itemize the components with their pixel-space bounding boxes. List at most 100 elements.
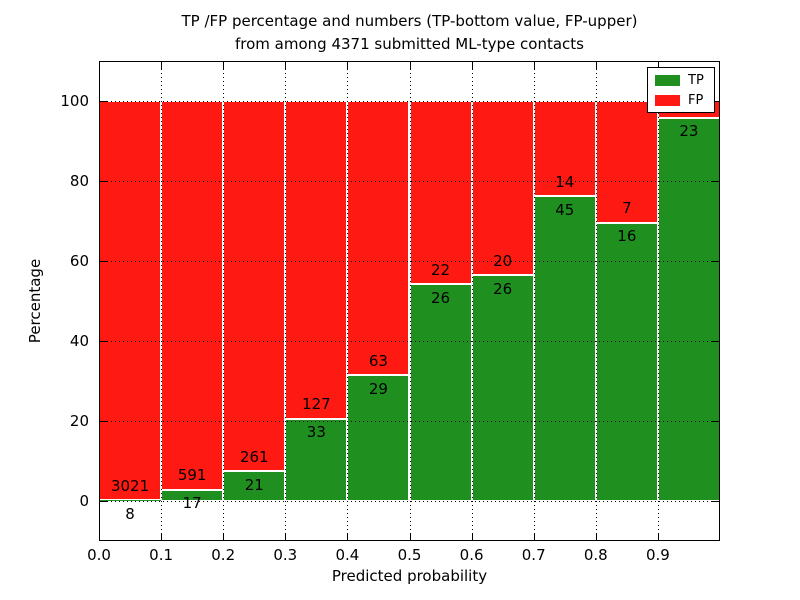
tp-count-label: 29 <box>368 379 388 398</box>
fp-bar-segment <box>99 101 162 500</box>
x-tickmark-bottom <box>347 533 349 540</box>
fp-bar-segment <box>161 101 224 490</box>
x-tickmark-top <box>99 62 100 69</box>
y-tickmark-left <box>100 261 107 262</box>
fp-bar-segment <box>409 101 472 285</box>
x-tickmark-bottom <box>99 533 100 540</box>
x-gridline <box>657 61 659 541</box>
y-gridline <box>99 501 720 502</box>
x-tick-label: 0.5 <box>397 546 422 564</box>
tp-count-label: 16 <box>617 227 637 246</box>
legend-item-tp: TP <box>655 73 714 88</box>
y-tickmark-left <box>100 181 107 182</box>
tp-legend-swatch <box>655 74 680 86</box>
legend: TP FP <box>647 67 715 113</box>
tp-bar-segment <box>657 117 720 501</box>
y-tick-label: 60 <box>69 252 89 270</box>
tp-bar-segment <box>285 418 348 501</box>
fp-bar-segment <box>533 101 596 196</box>
x-gridline <box>409 61 411 541</box>
tp-count-label: 8 <box>125 504 135 523</box>
legend-item-fp: FP <box>655 93 714 108</box>
x-tickmark-top <box>533 62 535 69</box>
fp-count-label: 14 <box>555 172 575 191</box>
x-tickmark-top <box>161 62 163 69</box>
y-tick-label: 20 <box>69 412 89 430</box>
y-gridline <box>99 181 720 182</box>
y-tick-label: 80 <box>69 172 89 190</box>
fp-legend-label: FP <box>688 92 704 108</box>
y-tick-label: 0 <box>79 492 89 510</box>
x-tickmark-top <box>471 62 473 69</box>
x-gridline <box>223 61 225 541</box>
fp-count-label: 3021 <box>110 476 150 495</box>
tp-count-label: 45 <box>555 200 575 219</box>
x-gridline <box>285 61 287 541</box>
x-tick-label: 0.4 <box>335 546 360 564</box>
x-tick-label: 0.2 <box>211 546 236 564</box>
fp-count-label: 20 <box>493 251 513 270</box>
y-tickmark-right <box>712 421 719 422</box>
y-tickmark-right <box>712 501 719 502</box>
x-tickmark-bottom <box>595 533 597 540</box>
x-tickmark-bottom <box>657 533 659 540</box>
x-tickmark-top <box>595 62 597 69</box>
tp-bar-segment <box>347 374 410 501</box>
tp-bar-segment <box>533 195 596 501</box>
fp-count-label: 7 <box>622 199 632 218</box>
x-tickmark-top <box>657 62 659 69</box>
chart-title: TP /FP percentage and numbers (TP-bottom… <box>99 10 720 55</box>
y-gridline <box>99 341 720 342</box>
fp-count-label: 261 <box>239 447 269 466</box>
tp-count-label: 17 <box>182 494 202 513</box>
tp-bar-segment <box>595 222 658 501</box>
y-tickmark-right <box>712 181 719 182</box>
y-tick-label: 40 <box>69 332 89 350</box>
fp-bar-segment <box>471 101 534 275</box>
tp-bar-segment <box>471 274 534 501</box>
x-tick-label: 0.6 <box>459 546 484 564</box>
x-tick-label: 0.8 <box>583 546 608 564</box>
y-tickmark-left <box>100 101 107 102</box>
x-tickmark-bottom <box>161 533 163 540</box>
y-gridline <box>99 421 720 422</box>
x-tickmark-top <box>347 62 349 69</box>
x-axis-label: Predicted probability <box>331 567 488 585</box>
tp-count-label: 26 <box>493 279 513 298</box>
x-tick-label: 0.9 <box>645 546 670 564</box>
fp-bar-segment <box>285 101 348 419</box>
fp-legend-swatch <box>655 94 680 106</box>
x-tick-label: 0.3 <box>273 546 298 564</box>
y-tickmark-right <box>712 101 719 102</box>
y-axis-label: Percentage <box>26 258 44 344</box>
x-gridline <box>161 61 163 541</box>
y-tickmark-left <box>100 341 107 342</box>
y-tickmark-left <box>100 421 107 422</box>
chart-title-line1: TP /FP percentage and numbers (TP-bottom… <box>181 12 638 30</box>
x-tickmark-top <box>285 62 287 69</box>
fp-count-label: 591 <box>177 466 207 485</box>
tp-count-label: 23 <box>679 122 699 141</box>
y-gridline <box>99 101 720 102</box>
fp-count-label: 22 <box>431 260 451 279</box>
tp-count-label: 26 <box>431 288 451 307</box>
fp-count-label: 127 <box>302 395 331 414</box>
tp-count-label: 33 <box>306 423 326 442</box>
y-tickmark-right <box>712 261 719 262</box>
tp-bar-segment <box>99 499 162 501</box>
x-gridline <box>533 61 535 541</box>
x-tickmark-bottom <box>285 533 287 540</box>
x-tick-label: 0.7 <box>521 546 546 564</box>
y-gridline <box>99 261 720 262</box>
y-tick-label: 100 <box>60 92 89 110</box>
fp-bar-segment <box>223 101 286 472</box>
x-tick-label: 0.1 <box>149 546 174 564</box>
chart-title-line2: from among 4371 submitted ML-type contac… <box>235 34 584 53</box>
fp-count-label: 63 <box>368 351 388 370</box>
tp-bar-segment <box>409 284 472 501</box>
y-tickmark-right <box>712 341 719 342</box>
x-tickmark-top <box>409 62 411 69</box>
tp-legend-label: TP <box>688 72 704 88</box>
x-gridline <box>595 61 597 541</box>
